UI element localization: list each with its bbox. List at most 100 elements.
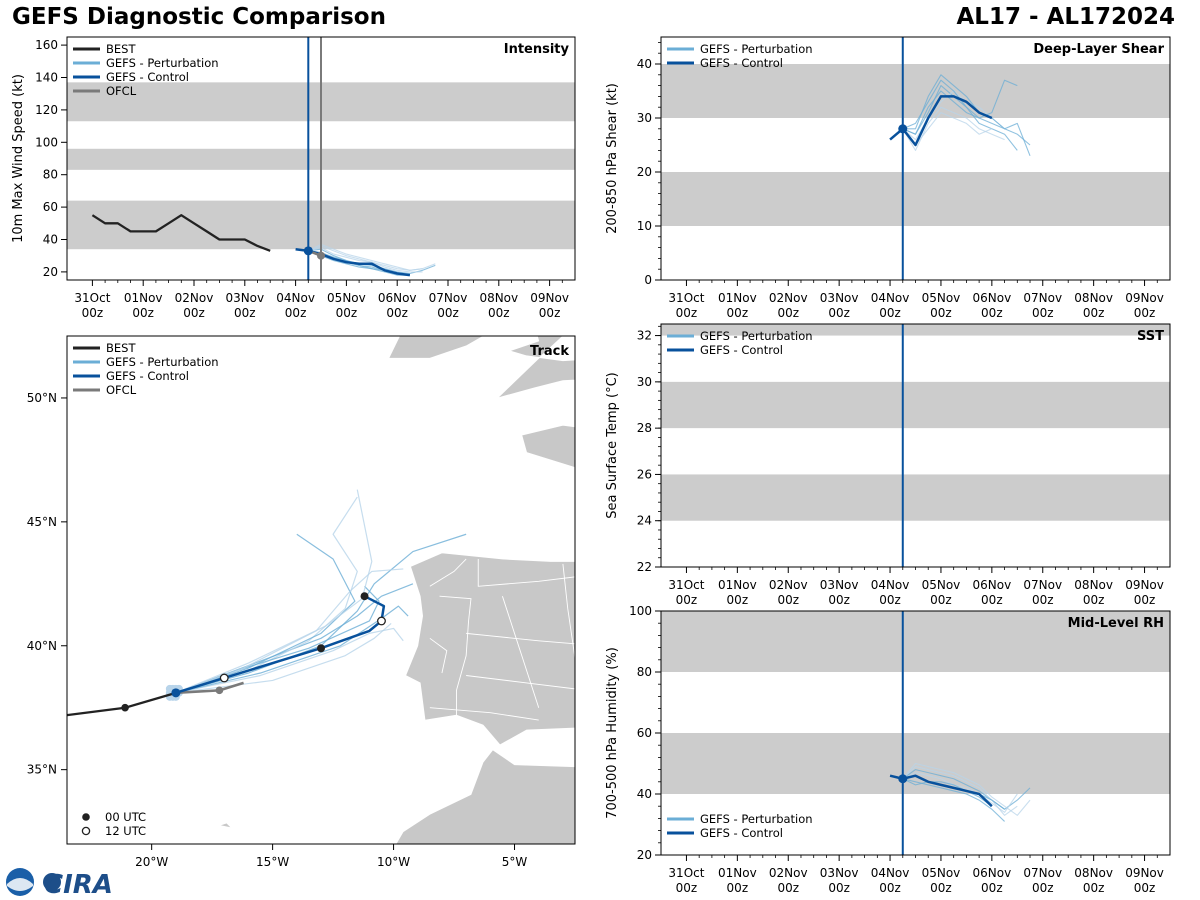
shear-x-tick-label-line: 05Nov: [922, 291, 961, 305]
shear-x-tick-label: 07Nov 00z: [1023, 291, 1062, 320]
intensity-y-tick-label: 20: [43, 265, 58, 279]
sst-y-tick-label: 22: [637, 560, 652, 574]
sst-frame: [660, 323, 1171, 568]
rh-x-tick-label-line: 00z: [777, 881, 799, 895]
rh-x-tick-label-line: 02Nov: [769, 866, 808, 880]
sst-x-tick-label-line: 00z: [828, 593, 850, 607]
sst-x-tick-label: 04Nov 00z: [871, 578, 910, 607]
track-control-12z-point: [219, 673, 229, 683]
shear-x-tick-label-line: 02Nov: [769, 291, 808, 305]
france-landmass: [521, 424, 575, 468]
track-panel: 20°W 15°W 10°W 5°W 35°N 40°N 45°N 50°N Track BEST…: [27, 335, 576, 869]
cira-logo-text: CIRA: [44, 870, 113, 900]
legend-control-label: GEFS - Control: [106, 369, 189, 383]
rh-x-tick-label-line: 00z: [981, 881, 1003, 895]
rh-data: [889, 762, 1031, 822]
track-lat-label: 40°N: [27, 639, 57, 653]
track-lon-label: 15°W: [256, 855, 289, 869]
rh-x-tick-label: 01Nov 00z: [718, 866, 757, 895]
shear-panel-title: Deep-Layer Shear: [1033, 42, 1164, 57]
intensity-y-tick-label: 140: [35, 71, 58, 85]
intensity-data: [91, 214, 436, 277]
sst-y-tick-label: 26: [637, 467, 652, 481]
rh-x-tick-label-line: 00z: [727, 881, 749, 895]
legend-best-label: BEST: [106, 341, 136, 355]
track-land-group: [217, 336, 575, 844]
track-perturbation-line: [175, 605, 409, 694]
rh-panel: 20 40 60 80 100 700-500 hPa Humidity (%) 31Oct…: [605, 604, 1171, 895]
sst-x-tick-label-line: 00z: [727, 593, 749, 607]
shear-x-tick-label-line: 00z: [879, 306, 901, 320]
track-lat-label: 50°N: [27, 391, 57, 405]
track-ofcl-point: [215, 686, 224, 695]
shear-x-tick-label-line: 00z: [727, 306, 749, 320]
rh-y-tick-label: 40: [637, 787, 652, 801]
sst-x-tick-label-line: 02Nov: [769, 578, 808, 592]
legend-perturbation-label: GEFS - Perturbation: [106, 56, 219, 70]
sst-x-tick-label-line: 00z: [777, 593, 799, 607]
rh-perturbation-line: [902, 778, 1005, 822]
cira-logo: CIRA: [6, 868, 113, 900]
intensity-perturbation-line: [308, 243, 423, 271]
rh-y-tick-label: 20: [637, 848, 652, 862]
intensity-x-tick-label: 31Oct 00z: [74, 291, 110, 320]
intensity-x-tick-label-line: 05Nov: [327, 291, 366, 305]
shear-control-line: [889, 95, 993, 147]
sst-x-tick-label: 09Nov 00z: [1125, 578, 1164, 607]
intensity-x-tick-label-line: 09Nov: [530, 291, 569, 305]
intensity-x-tick-label: 06Nov 00z: [378, 291, 417, 320]
sst-x-tick-label-line: 00z: [1032, 593, 1054, 607]
rh-x-tick-label: 08Nov 00z: [1074, 866, 1113, 895]
marker-00utc-symbol: [82, 813, 90, 821]
shear-x-tick-label-line: 04Nov: [871, 291, 910, 305]
shear-perturbation-line: [902, 106, 1005, 151]
track-data: [67, 489, 467, 717]
intensity-x-tick-label-line: 03Nov: [225, 291, 264, 305]
intensity-perturbation-line: [308, 245, 423, 273]
sst-x-tick-label-line: 00z: [676, 593, 698, 607]
intensity-x-tick-label-line: 00z: [488, 306, 510, 320]
rh-band: [661, 611, 1170, 672]
sst-x-tick-label-line: 07Nov: [1023, 578, 1062, 592]
rh-x-tick-label-line: 00z: [828, 881, 850, 895]
sst-x-tick-label: 08Nov 00z: [1074, 578, 1113, 607]
intensity-x-tick-label-line: 04Nov: [276, 291, 315, 305]
sst-x-tick-label: 03Nov 00z: [820, 578, 859, 607]
track-best-00z-point: [121, 703, 129, 712]
intensity-x-tick-label: 08Nov 00z: [479, 291, 518, 320]
track-control-00z-point: [317, 644, 325, 653]
region-border: [439, 595, 472, 716]
region-border: [429, 637, 448, 674]
track-lat-label: 35°N: [27, 763, 57, 777]
shear-perturbation-line: [902, 79, 1018, 135]
intensity-x-tick-label: 04Nov 00z: [276, 291, 315, 320]
intensity-x-tick-label-line: 07Nov: [429, 291, 468, 305]
iberia-landmass: [405, 552, 575, 746]
legend-perturbation-label: GEFS - Perturbation: [700, 329, 813, 343]
shear-x-tick-label-line: 00z: [676, 306, 698, 320]
legend-perturbation-label: GEFS - Perturbation: [700, 42, 813, 56]
track-control-12z-point: [377, 616, 386, 626]
region-border: [429, 558, 467, 587]
region-border: [466, 675, 575, 690]
sst-x-tick-label-line: 05Nov: [922, 578, 961, 592]
marker-legend-label: 12 UTC: [105, 824, 146, 838]
rh-x-tick-label-line: 05Nov: [922, 866, 961, 880]
rh-x-tick-label-line: 31Oct: [668, 866, 704, 880]
rh-x-tick-label-line: 09Nov: [1125, 866, 1164, 880]
sst-x-tick-label: 07Nov 00z: [1023, 578, 1062, 607]
legend-control-label: GEFS - Control: [700, 56, 783, 70]
sst-x-tick-label: 31Oct 00z: [668, 578, 704, 607]
intensity-y-tick-label: 160: [35, 38, 58, 52]
shear-x-tick-label-line: 09Nov: [1125, 291, 1164, 305]
shear-perturbation-line: [902, 74, 1031, 146]
legend-control-label: GEFS - Control: [700, 826, 783, 840]
sst-y-label: Sea Surface Temp (°C): [605, 372, 620, 519]
shear-x-tick-label-line: 00z: [1134, 306, 1156, 320]
shear-x-tick-label-line: 00z: [930, 306, 952, 320]
track-perturbation-line: [175, 533, 467, 694]
shear-data: [889, 74, 1031, 157]
